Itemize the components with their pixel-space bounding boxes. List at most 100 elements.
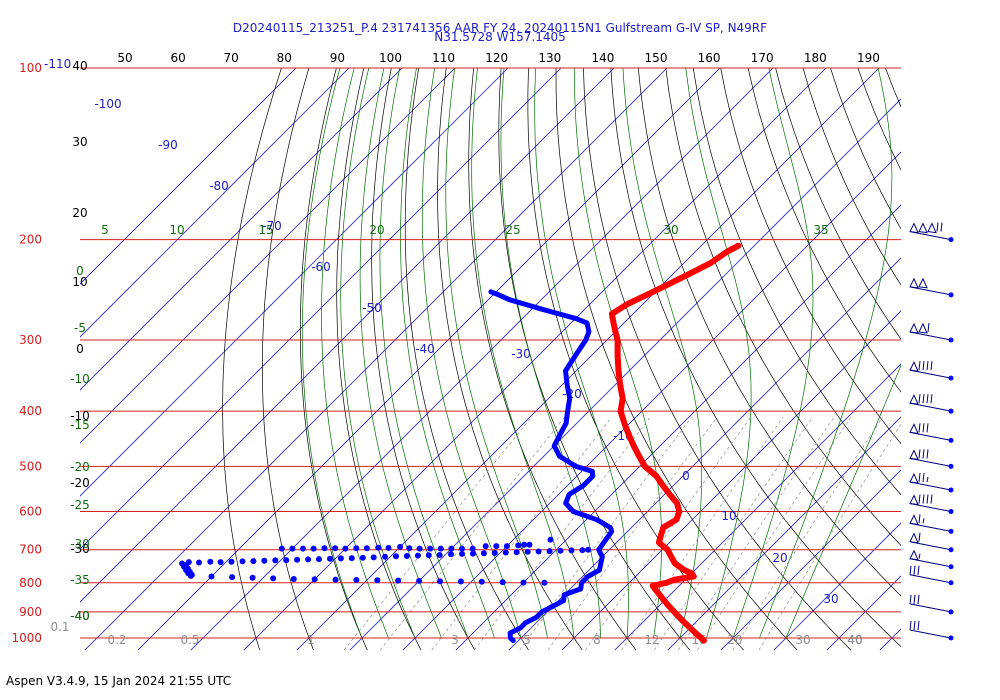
isotherm-label: -60 (311, 260, 331, 274)
isotherm-line (80, 68, 350, 338)
theta-left-label: -40 (70, 609, 90, 623)
dewpoint-point (290, 576, 297, 582)
theta-left-label: -10 (70, 409, 90, 423)
dry-adiabat-line (336, 68, 422, 651)
mixing-ratio-line (653, 417, 813, 651)
moist-adiabat-line (471, 68, 575, 639)
dewpoint-point (382, 553, 388, 560)
thetaw-200-label: 10 (169, 223, 184, 237)
theta-left-label: 10 (72, 275, 87, 289)
dry-adiabat-line (404, 68, 529, 651)
isotherm-line (402, 151, 901, 651)
mixing-ratio-label: 12 (644, 633, 659, 647)
thetaw-200-label: 20 (369, 223, 384, 237)
dewpoint-point (520, 579, 527, 586)
dewpoint-point (353, 577, 360, 583)
mixing-ratio-line (431, 417, 612, 651)
mixing-ratio-line (758, 423, 901, 651)
moist-adiabat-line (785, 364, 901, 639)
mixing-ratio-line (343, 417, 532, 651)
dewpoint-point (374, 577, 381, 584)
dry-adiabat-line (692, 68, 901, 496)
theta-top-label: 120 (485, 51, 508, 65)
thetaw-left-label: -10 (70, 372, 90, 386)
dewpoint-point (524, 548, 531, 555)
dry-adiabat-line (262, 68, 314, 651)
dry-adiabat-line (983, 42, 1000, 650)
pressure-label: 700 (19, 543, 42, 557)
theta-top-label: 90 (330, 51, 345, 65)
mixing-ratio-label: 8 (593, 633, 601, 647)
mixing-ratio-line (379, 417, 565, 651)
dewpoint-point (491, 549, 498, 556)
isotherm-line (80, 68, 456, 444)
theta-top-label: 160 (698, 51, 721, 65)
dry-adiabat-line (468, 68, 637, 651)
dewpoint-point (469, 545, 476, 552)
theta-left-label: -20 (70, 476, 90, 490)
theta-top-label: 150 (645, 51, 668, 65)
mixing-ratio-line (621, 417, 784, 651)
dewpoint-point (196, 559, 202, 566)
mixing-ratio-line (732, 417, 883, 651)
theta-left-label: 40 (72, 59, 87, 73)
pressure-label: 500 (19, 459, 42, 473)
wind-barb (909, 472, 954, 493)
dewpoint-point (503, 543, 510, 550)
dewpoint-point (397, 543, 404, 550)
dewpoint-point (310, 545, 317, 552)
footer-version: Aspen V3.4.9, 15 Jan 2024 21:55 UTC (6, 674, 232, 688)
dewpoint-point (480, 550, 487, 557)
mixing-ratio-label: 5 (523, 633, 531, 647)
dewpoint-point (239, 558, 246, 565)
moist-adiabat-line (340, 68, 416, 639)
dewpoint-profile (488, 289, 615, 643)
dry-adiabat-line (222, 68, 282, 651)
dewpoint-point (416, 577, 423, 584)
dewpoint-point (207, 558, 214, 565)
moist-adiabat-line (685, 68, 752, 639)
dry-adiabat-line (637, 68, 901, 597)
isotherm-label: -80 (209, 179, 229, 193)
dewpoint-point (568, 547, 575, 554)
dewpoint-point (294, 556, 301, 563)
dewpoint-point (250, 558, 257, 565)
moist-adiabat-line (321, 68, 389, 639)
thetaw-left-label: -35 (70, 573, 90, 587)
dewpoint-point (526, 541, 533, 548)
mixing-ratio-line (697, 417, 852, 651)
dewpoint-point (457, 578, 464, 585)
temperature-profile (608, 242, 742, 644)
moist-adiabat-line (379, 68, 469, 639)
sounding-profiles (179, 242, 742, 644)
dewpoint-point (375, 544, 382, 551)
moist-adiabat-line (445, 68, 548, 639)
dewpoint-point (478, 578, 485, 585)
dewpoint-point (482, 543, 489, 550)
isotherm-line (80, 68, 297, 285)
isotherm-label: 40 (847, 633, 862, 647)
dewpoint-point (229, 574, 236, 581)
pressure-label: 400 (19, 404, 42, 418)
pressure-label: 200 (19, 233, 42, 247)
pressure-label: 300 (19, 333, 42, 347)
thetaw-left-label: -20 (70, 460, 90, 474)
theta-top-label: 100 (379, 51, 402, 65)
wind-barb (909, 532, 954, 553)
theta-top-label: 190 (857, 51, 880, 65)
thetaw-left-label: -5 (74, 321, 86, 335)
dewpoint-point (272, 557, 279, 564)
dewpoint-point (547, 536, 554, 543)
thetaw-left-label: -25 (70, 498, 90, 512)
theta-top-label: 130 (538, 51, 561, 65)
dewpoint-point (359, 554, 366, 561)
dewpoint-point (448, 545, 455, 552)
top-isotherm-label: -110 (44, 57, 71, 71)
dewpoint-point (332, 545, 339, 552)
moist-adiabat-line (732, 68, 814, 639)
isotherm-line (667, 416, 901, 651)
theta-top-label: 80 (277, 51, 292, 65)
dewpoint-point (249, 574, 256, 581)
dewpoint-point (342, 545, 349, 552)
wind-barb (909, 449, 954, 469)
